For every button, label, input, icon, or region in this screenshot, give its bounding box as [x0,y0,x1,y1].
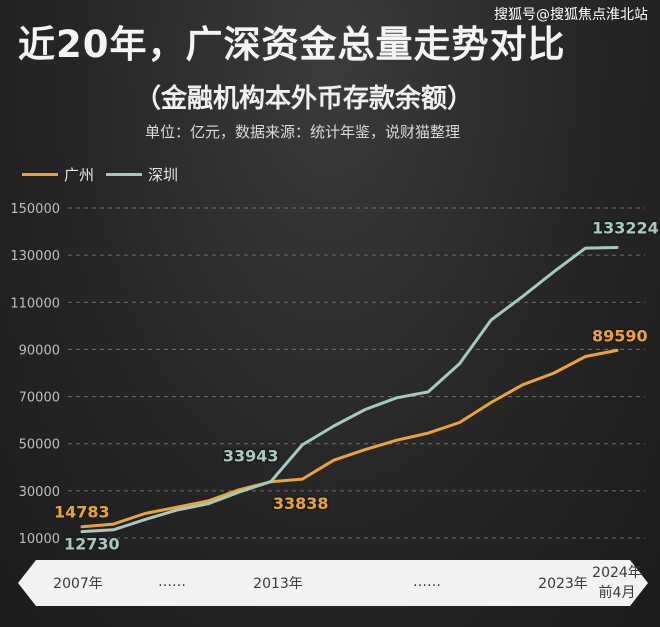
legend: 广州 深圳 [22,164,190,184]
y-tick-label: 50000 [19,438,60,453]
data-label: 14783 [54,503,110,522]
legend-label-shenzhen: 深圳 [148,165,179,184]
x-tick-label: 2007年 [53,576,103,592]
data-label: 133224 [592,219,659,238]
data-label: 89590 [592,326,648,345]
legend-label-guangzhou: 广州 [64,165,95,184]
y-tick-label: 130000 [10,249,60,264]
chart-title: 近20年，广深资金总量走势对比 [18,23,566,66]
series-line-guangzhou [80,348,619,529]
x-tick-label: 2023年 [538,576,588,592]
x-tick-label: 前4月 [599,584,636,601]
x-tick-label: …… [413,574,441,590]
y-tick-label: 10000 [19,532,60,547]
legend-swatch-shenzhen [106,172,143,176]
y-tick-label: 90000 [19,343,60,358]
legend-swatch-guangzhou [22,172,58,176]
chart-subtitle: （金融机构本外币存款余额） [135,84,474,114]
legend-item-guangzhou: 广州 [22,164,94,185]
y-tick-label: 30000 [19,485,60,500]
data-label: 33838 [273,494,329,513]
x-tick-label: …… [158,574,186,590]
y-tick-label: 70000 [19,391,60,406]
series-line-shenzhen [80,246,619,534]
unit-note: 单位：亿元，数据来源：统计年鉴，说财猫整理 [145,123,461,141]
x-axis-band [18,560,648,606]
legend-item-shenzhen: 深圳 [106,164,178,185]
y-tick-label: 150000 [10,202,60,217]
data-label: 12730 [64,535,120,554]
x-tick-label: 2013年 [253,576,303,592]
data-label: 33943 [223,447,279,466]
watermark: 搜狐号@搜狐焦点淮北站 [494,7,648,23]
y-tick-label: 110000 [10,296,60,311]
x-tick-label: 2024年 [592,565,642,581]
